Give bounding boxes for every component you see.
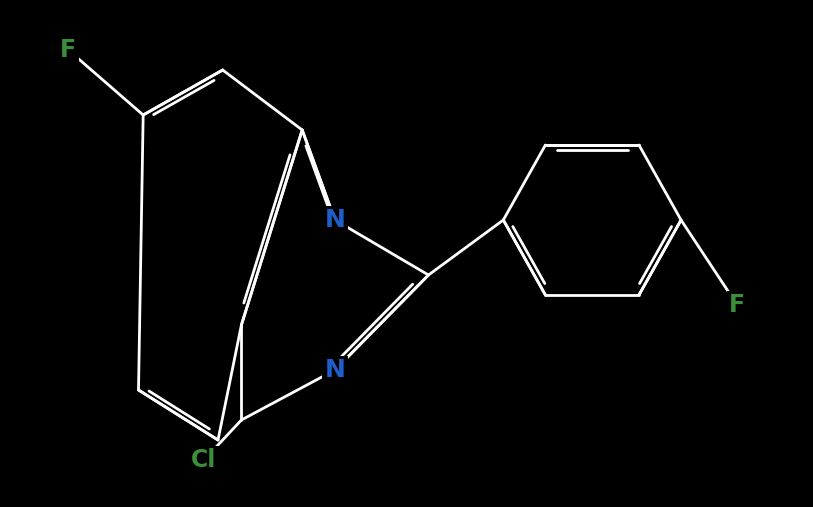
Text: N: N: [324, 358, 346, 382]
Text: F: F: [60, 38, 76, 62]
Text: F: F: [729, 293, 746, 317]
Text: Cl: Cl: [191, 448, 217, 472]
Text: N: N: [324, 208, 346, 232]
